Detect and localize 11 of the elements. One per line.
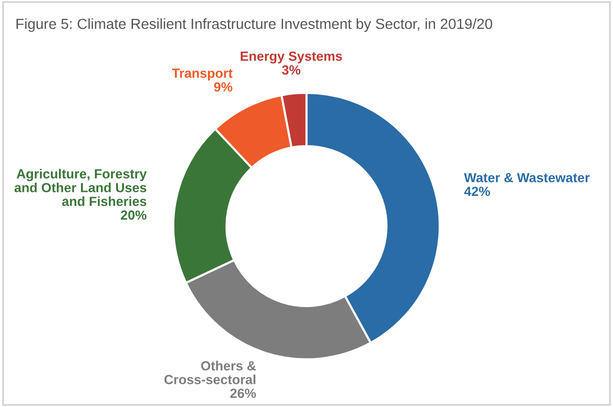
data-label: 42% xyxy=(464,186,490,196)
slice-label: Energy Systems xyxy=(240,51,342,64)
slice-label: Transport xyxy=(172,68,233,80)
slice-label: Others & Cross-sectoral xyxy=(164,360,256,384)
data-label: 26% xyxy=(230,388,256,398)
data-label: 9% xyxy=(214,82,232,92)
chart-title: Figure 5: Climate Resilient Infrastructure Investment by Sector, in 2019/20 xyxy=(16,18,492,32)
slice-label: Agriculture, Forestry and Other Land Uses and Fisheries xyxy=(14,168,147,206)
data-label: 3% xyxy=(282,65,300,75)
data-label: 20% xyxy=(120,210,146,220)
slice-label: Water & Wastewater xyxy=(464,173,590,182)
